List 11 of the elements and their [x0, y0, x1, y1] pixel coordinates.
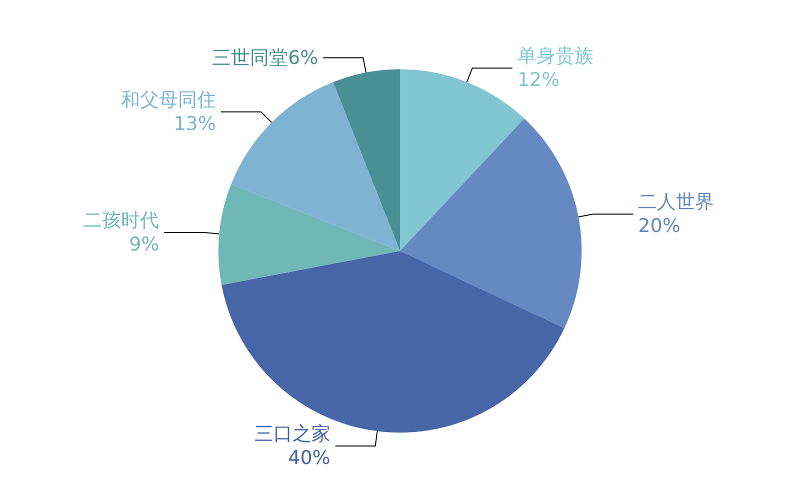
slice-label: 三世同堂6%	[212, 46, 318, 69]
slice-label: 三口之家	[254, 423, 330, 446]
slice-label: 二孩时代	[83, 209, 160, 232]
data-label: 12%	[517, 69, 560, 92]
data-label: 9%	[129, 233, 160, 256]
data-label: 20%	[638, 215, 680, 238]
slice-label: 单身贵族	[517, 45, 594, 68]
slice-label: 和父母同住	[120, 88, 216, 111]
slice-label: 二人世界	[638, 191, 714, 214]
data-label: 13%	[174, 112, 216, 135]
data-label: 40%	[288, 447, 330, 470]
